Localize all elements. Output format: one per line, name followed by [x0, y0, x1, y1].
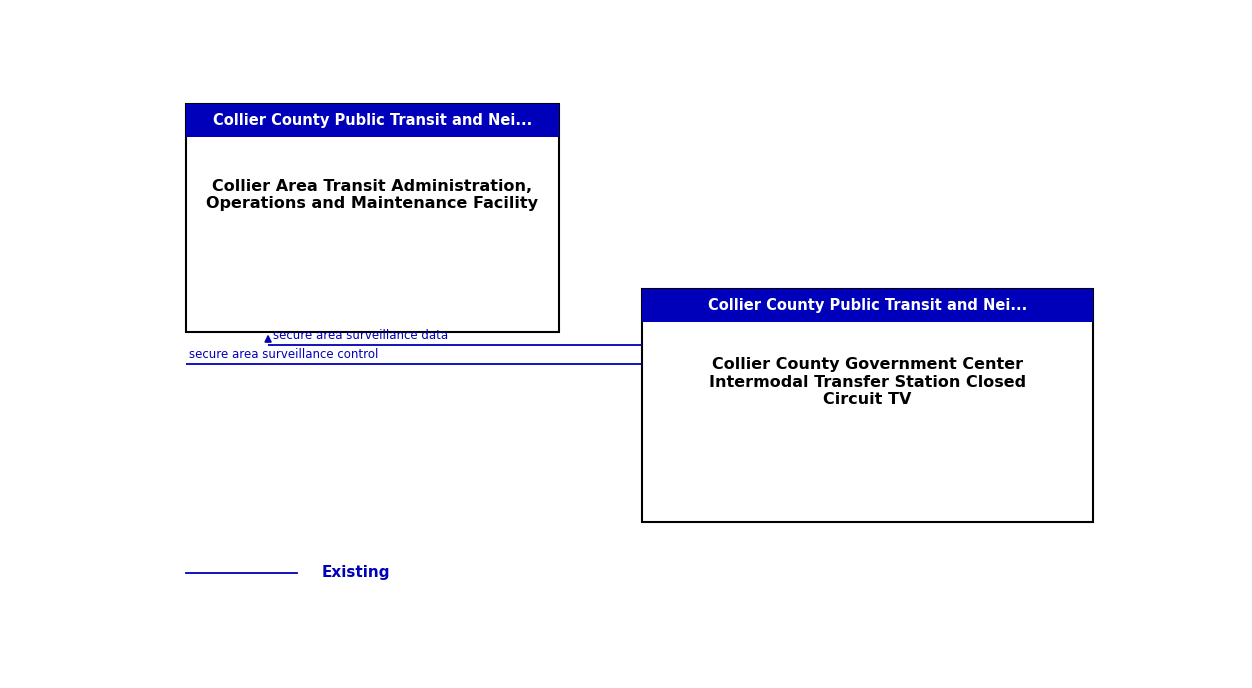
Text: Collier County Government Center
Intermodal Transfer Station Closed
Circuit TV: Collier County Government Center Intermo… — [709, 357, 1025, 407]
Text: secure area surveillance control: secure area surveillance control — [189, 348, 378, 361]
Bar — [641, 289, 1093, 322]
Text: secure area surveillance data: secure area surveillance data — [273, 329, 448, 342]
Text: Collier County Public Transit and Nei...: Collier County Public Transit and Nei... — [213, 113, 532, 128]
Bar — [185, 104, 560, 137]
Bar — [185, 104, 560, 332]
Bar — [641, 289, 1093, 522]
Text: Collier County Public Transit and Nei...: Collier County Public Transit and Nei... — [707, 298, 1027, 313]
Text: Collier Area Transit Administration,
Operations and Maintenance Facility: Collier Area Transit Administration, Ope… — [207, 179, 538, 211]
Text: Existing: Existing — [322, 565, 389, 580]
